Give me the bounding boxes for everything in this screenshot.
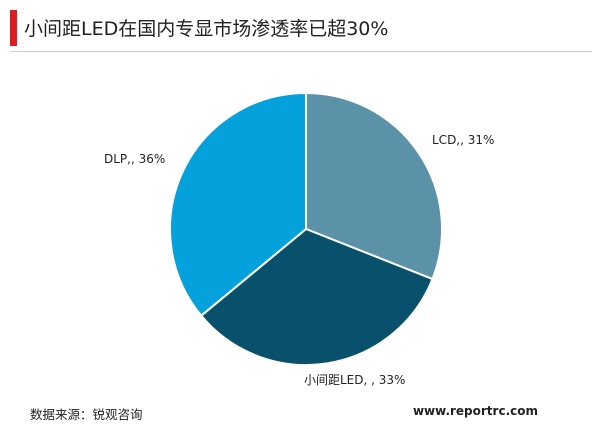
header-divider <box>10 51 592 52</box>
pie-slice-2 <box>199 227 434 366</box>
data-source: 数据来源：锐观咨询 <box>30 407 143 422</box>
pie-slice-1 <box>305 91 443 281</box>
pie-slice-3 <box>169 91 307 318</box>
slice-label-1: LCD,, 31% <box>432 133 494 147</box>
website-url: www.reportrc.com <box>412 404 538 418</box>
slice-label-2: 小间距LED, , 33% <box>304 373 405 387</box>
chart-title: 小间距LED在国内专显市场渗透率已超30% <box>24 18 389 40</box>
title-accent-bar <box>10 10 17 46</box>
slice-label-3: DLP,, 36% <box>104 152 165 166</box>
